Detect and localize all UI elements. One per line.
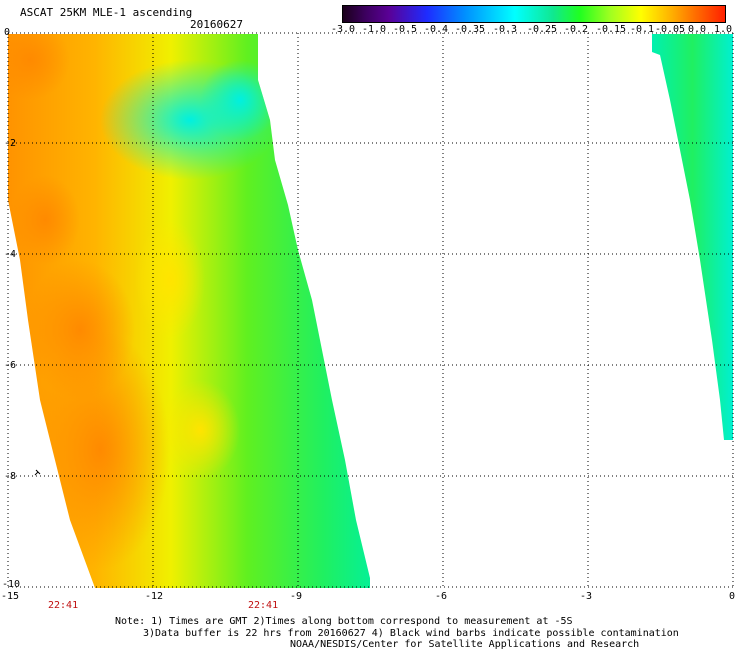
colorbar-label: -0.1 <box>629 24 655 35</box>
x-tick-label: 0 <box>729 591 736 602</box>
y-tick-label: -2 <box>4 138 17 149</box>
colorbar <box>342 5 726 23</box>
x-tick-label: -3 <box>580 591 593 602</box>
colorbar-label: 1.0 <box>713 24 733 35</box>
swath-time-label: 22:41 <box>248 600 279 611</box>
note-line-1: Note: 1) Times are GMT 2)Times along bot… <box>115 616 573 627</box>
y-tick-label: -6 <box>4 360 17 371</box>
y-tick-label: -10 <box>2 579 21 590</box>
y-tick-label: -8 <box>4 471 17 482</box>
colorbar-label: -3.0 <box>330 24 356 35</box>
colorbar-label: -1.0 <box>361 24 387 35</box>
note-line-2: 3)Data buffer is 22 hrs from 20160627 4)… <box>143 628 679 639</box>
swath-left <box>8 34 370 588</box>
colorbar-label: 0.0 <box>687 24 707 35</box>
swath-right <box>652 34 733 440</box>
colorbar-label: -0.05 <box>654 24 686 35</box>
note-line-3: NOAA/NESDIS/Center for Satellite Applica… <box>290 639 640 650</box>
x-tick-label: -15 <box>1 591 20 602</box>
swath-time-label: 22:41 <box>48 600 79 611</box>
grid <box>7 32 734 588</box>
colorbar-label: -0.4 <box>423 24 449 35</box>
colorbar-label: -0.5 <box>392 24 418 35</box>
x-tick-label: -6 <box>435 591 448 602</box>
colorbar-label: -0.35 <box>454 24 486 35</box>
colorbar-labels: -3.0 -1.0 -0.5 -0.4 -0.35 -0.3 -0.25 -0.… <box>330 24 740 36</box>
chart-date: 20160627 <box>190 18 243 31</box>
swath-map <box>7 32 734 588</box>
chart-title: ASCAT 25KM MLE-1 ascending <box>20 6 193 19</box>
colorbar-label: -0.2 <box>563 24 589 35</box>
y-tick-label: -4 <box>4 249 17 260</box>
colorbar-label: -0.15 <box>595 24 627 35</box>
x-tick-label: -9 <box>290 591 303 602</box>
y-tick-label: 0 <box>4 27 11 38</box>
wind-barb-icon <box>34 469 41 476</box>
x-tick-label: -12 <box>145 591 164 602</box>
colorbar-label: -0.3 <box>492 24 518 35</box>
colorbar-label: -0.25 <box>526 24 558 35</box>
